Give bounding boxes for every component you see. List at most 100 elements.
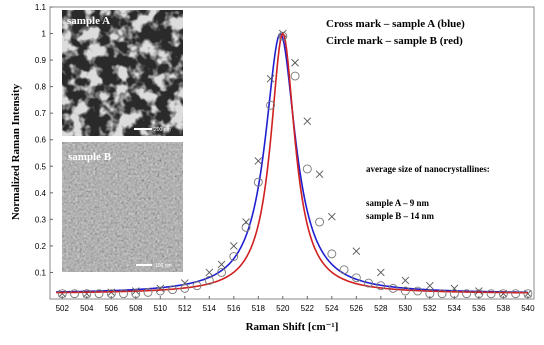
series-group [56,29,533,299]
y-tick-label: 1 [42,30,47,39]
annotation-sample-a: sample A – 9 nm [366,198,430,208]
y-tick-label: 0.1 [35,268,47,277]
y-tick-label: 0.3 [35,215,47,224]
series-1-point [462,289,472,299]
series-1-point [437,289,447,299]
series-0-point [205,268,214,277]
series-0-point [254,157,263,165]
series-1-point [351,273,361,283]
x-tick-label: 504 [80,304,94,313]
inset-b-scale-label: 100 nm [155,263,172,269]
series-1-point [523,289,533,299]
series-1-point [57,289,67,299]
x-tick-label: 538 [497,304,511,313]
series-1-point [241,222,251,232]
series-1-point [192,281,202,291]
x-tick-label: 540 [521,304,535,313]
axis-ticks: 502 504 506 508 510 512 514 516 518 520 522 524 526 5… [35,3,535,313]
series-1-point [266,100,276,110]
series-1-point [278,31,288,41]
inset-sample-a: sample A 200 nm [62,10,183,136]
x-tick-label: 506 [105,304,119,313]
series-1-point [364,278,374,288]
x-tick-label: 530 [399,304,413,313]
series-1-point [106,289,116,299]
series-0-point [328,212,336,221]
series-0-point [426,281,434,290]
x-tick-label: 520 [276,304,290,313]
series-1-fit-line [56,32,528,294]
series-0-point [475,287,483,295]
series-1-point [70,289,79,299]
x-axis-title: Raman Shift [cm⁻¹] [246,321,339,333]
x-tick-label: 508 [129,304,143,313]
series-1-point [253,177,263,187]
series-0-point [58,289,67,298]
x-tick-label: 516 [227,304,241,313]
series-0-point [524,289,532,298]
series-1-point [82,289,92,299]
series-1-point [400,286,410,296]
series-1-point [327,249,337,259]
y-tick-label: 0.4 [35,189,47,198]
series-1-point [315,217,325,227]
series-1-point [339,265,349,275]
x-tick-label: 536 [472,304,486,313]
inset-a-scalebar [134,128,152,130]
y-tick-label: 0.7 [35,109,47,118]
series-1-point [413,286,423,296]
series-1-point [168,285,177,295]
series-1-point [229,252,239,261]
series-1-point [290,71,300,81]
series-1-point [376,281,386,291]
legend-line-1: Cross mark – sample A (blue) [326,18,465,30]
series-0-point [377,268,385,277]
series-0-point [303,117,312,125]
series-1-point [498,289,508,299]
inset-b-label: sample B [68,151,112,163]
series-1-point [486,289,496,299]
series-0-point [291,58,299,67]
y-tick-label: 0.5 [35,162,47,171]
x-tick-label: 526 [350,304,364,313]
x-tick-label: 522 [301,304,315,313]
y-axis-title: Normalized Raman Intensity [10,83,22,220]
x-tick-label: 502 [56,304,70,313]
x-tick-label: 514 [203,304,217,313]
y-tick-label: 0.8 [35,83,47,92]
series-1-point [449,289,459,299]
series-0-point [315,170,324,179]
series-1-point [131,289,141,299]
series-1-point [94,289,104,299]
series-0-point [266,74,275,83]
x-tick-label: 534 [448,304,462,313]
series-0-point [229,242,238,250]
y-tick-label: 0.6 [35,136,47,145]
series-0-point [401,276,410,285]
annotation-sample-b: sample B – 14 nm [366,211,435,221]
y-tick-label: 1.1 [35,3,47,12]
x-tick-label: 510 [154,304,168,313]
x-tick-label: 518 [252,304,266,313]
inset-sample-b: sample B 100 nm [62,142,183,272]
series-1-point [217,268,226,277]
y-tick-label: 0.2 [35,242,47,251]
x-tick-label: 532 [423,304,437,313]
series-1-point [155,286,165,296]
series-0-point [499,289,508,298]
legend-line-2: Circle mark – sample B (red) [326,35,463,47]
series-1-point [511,289,521,299]
series-1-point [204,275,214,285]
series-0-point [352,247,361,256]
x-tick-label: 512 [178,304,192,313]
series-1-point [388,283,398,293]
series-1-point [119,289,128,299]
series-1-point [302,164,312,174]
inset-a-label: sample A [67,15,110,27]
x-tick-label: 528 [374,304,388,313]
series-0-point [217,260,226,269]
series-1-point [425,289,435,299]
series-1-point [180,283,190,293]
series-1-point [474,289,484,299]
